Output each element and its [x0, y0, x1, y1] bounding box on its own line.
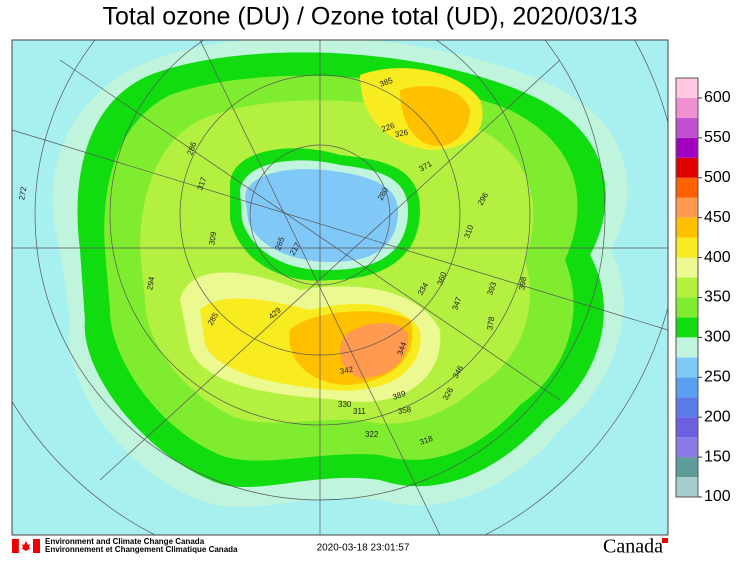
station-label: 318: [418, 434, 434, 447]
legend-band: [676, 357, 698, 378]
station-label: 393: [485, 280, 498, 296]
legend-band: [676, 377, 698, 398]
timestamp: 2020-03-18 23:01:57: [317, 543, 410, 554]
legend-tick-label: 200: [704, 408, 731, 425]
station-label: 347: [450, 295, 463, 311]
title: Total ozone (DU) / Ozone total (UD), 202…: [103, 3, 638, 31]
legend-tick-label: 250: [704, 369, 731, 386]
legend-tick-label: 450: [704, 209, 731, 226]
legend-tick-label: 550: [704, 129, 731, 146]
legend-band: [676, 477, 698, 497]
station-label: 389: [391, 389, 407, 402]
legend-band: [676, 317, 698, 338]
legend-band: [676, 417, 698, 438]
legend-band: [676, 117, 698, 138]
legend-band: [676, 177, 698, 198]
station-label: 342: [339, 365, 354, 376]
station-label: 317: [195, 175, 208, 191]
legend-band: [676, 437, 698, 458]
legend-tick-label: 350: [704, 289, 731, 306]
station-label: 358: [397, 405, 412, 416]
graticule: [12, 40, 668, 535]
station-label: 360: [435, 270, 448, 286]
legend-band: [676, 237, 698, 258]
legend: 100 150 200 250 300 350 400 450 500 550 600: [675, 77, 731, 505]
wordmark: Canada: [603, 536, 663, 558]
legend-tick-label: 150: [704, 448, 731, 465]
agency-fr: Environnement et Changement Climatique C…: [45, 545, 238, 554]
station-label: 385: [378, 76, 394, 89]
legend-band: [676, 337, 698, 358]
legend-tick-label: 400: [704, 249, 731, 266]
wordmark-flag: [662, 538, 668, 543]
station-label: 322: [365, 430, 379, 439]
station-label: 378: [485, 315, 496, 330]
station-label: 311: [353, 407, 366, 416]
legend-band: [676, 157, 698, 178]
legend-tick-label: 500: [704, 169, 731, 186]
legend-band: [676, 397, 698, 418]
station-label: 294: [145, 275, 156, 290]
legend-band: [676, 457, 698, 478]
legend-frame: [675, 77, 699, 498]
station-label: 330: [338, 400, 352, 409]
station-label: 226: [380, 121, 396, 134]
legend-band: [676, 137, 698, 158]
footer: Environment and Climate Change Canada En…: [12, 536, 668, 558]
legend-band: [676, 97, 698, 118]
maple-leaf: [21, 541, 31, 551]
flag-left: [12, 539, 19, 553]
station-label: 310: [462, 223, 475, 239]
flag-right: [33, 539, 40, 553]
station-label: 272: [17, 185, 28, 200]
agency-en: Environment and Climate Change Canada: [45, 537, 205, 546]
legend-band: [676, 217, 698, 238]
map-frame: [11, 39, 669, 536]
station-label: 265: [273, 235, 286, 251]
station-label: 286: [185, 140, 198, 156]
legend-tick-label: 100: [704, 488, 731, 505]
station-label: 326: [394, 128, 409, 139]
legend-band: [676, 257, 698, 278]
station-label: 344: [395, 340, 408, 356]
legend-band: [676, 297, 698, 318]
legend-band: [676, 78, 698, 98]
station-label: 398: [517, 275, 528, 290]
legend-band: [676, 277, 698, 298]
station-label: 309: [207, 230, 218, 245]
legend-tick-label: 300: [704, 329, 731, 346]
legend-tick-label: 600: [704, 89, 731, 106]
legend-band: [676, 197, 698, 218]
